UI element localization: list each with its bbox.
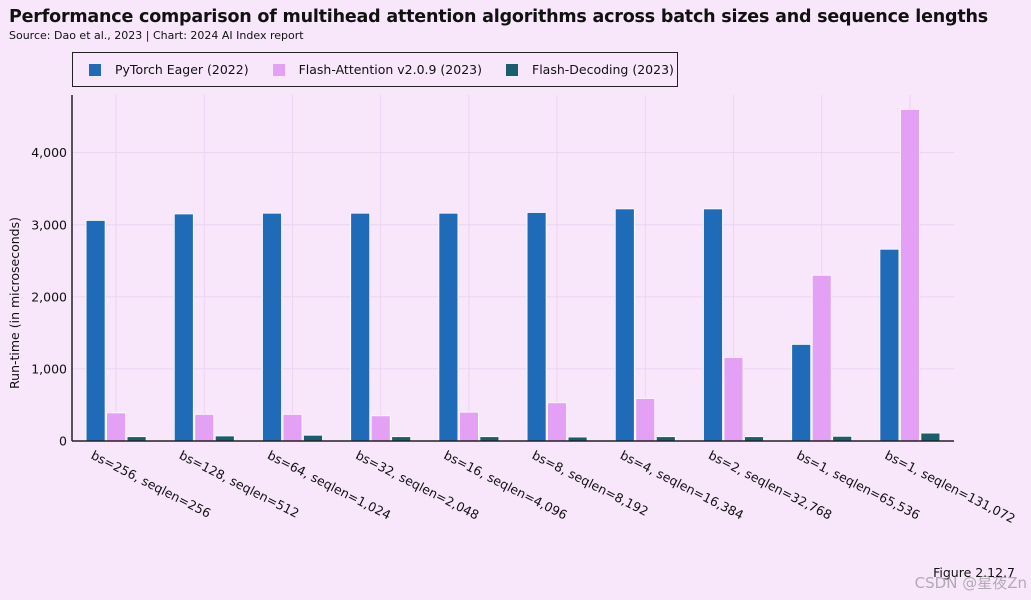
bar-flash-attention <box>723 356 744 442</box>
bar-pytorch <box>791 344 812 442</box>
bar-pytorch <box>85 220 106 442</box>
bar-pytorch <box>703 208 723 442</box>
legend-swatch-flash-attention <box>272 63 285 76</box>
bar-flash-decoding <box>303 434 323 442</box>
bar-flash-attention <box>547 402 567 442</box>
legend: PyTorch Eager (2022) Flash-Attention v2.… <box>72 52 678 87</box>
bar-pytorch <box>526 212 547 442</box>
bar-flash-attention <box>458 411 479 442</box>
bar-flash-attention <box>811 274 832 442</box>
watermark: CSDN @星夜Zn <box>914 574 1027 592</box>
y-tick-label: 1,000 <box>31 361 67 376</box>
legend-item-flash-decoding: Flash-Decoding (2023) <box>506 62 674 77</box>
bar-pytorch <box>438 212 459 442</box>
bar-flash-attention <box>635 398 656 442</box>
bar-flash-attention <box>106 412 126 442</box>
bar-flash-attention <box>282 413 303 442</box>
legend-item-pytorch: PyTorch Eager (2022) <box>89 62 249 77</box>
bar-flash-attention <box>194 413 215 442</box>
y-tick-label: 4,000 <box>31 145 67 160</box>
y-axis-label: Run-time (in microseconds) <box>7 217 22 389</box>
chart-title: Performance comparison of multihead atte… <box>9 7 988 27</box>
bar-pytorch <box>262 212 282 442</box>
legend-label-flash-decoding: Flash-Decoding (2023) <box>532 62 674 77</box>
bar-pytorch <box>173 213 194 442</box>
bar-flash-decoding <box>920 432 941 442</box>
bar-flash-attention <box>370 415 391 442</box>
chart-subtitle: Source: Dao et al., 2023 | Chart: 2024 A… <box>9 29 304 42</box>
legend-swatch-pytorch <box>89 63 101 76</box>
y-tick-label: 0 <box>59 434 67 449</box>
legend-label-flash-attention: Flash-Attention v2.0.9 (2023) <box>298 62 482 77</box>
bar-flash-decoding <box>214 435 235 442</box>
bar-pytorch <box>350 212 371 442</box>
bar-pytorch <box>879 248 900 442</box>
bar-pytorch <box>614 208 635 442</box>
y-tick-label: 3,000 <box>31 217 67 232</box>
legend-item-flash-attention: Flash-Attention v2.0.9 (2023) <box>272 62 482 77</box>
figure-label: Figure 2.12.7 <box>933 565 1015 580</box>
bar-flash-attention <box>900 109 920 442</box>
legend-swatch-flash-decoding <box>506 63 518 76</box>
legend-label-pytorch: PyTorch Eager (2022) <box>115 62 249 77</box>
y-tick-label: 2,000 <box>31 289 67 304</box>
